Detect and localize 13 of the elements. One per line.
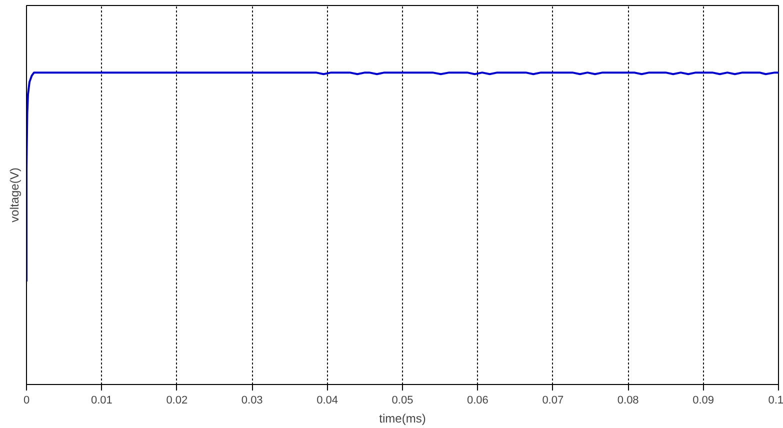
x-tick-label: 0.1 [768,394,783,406]
x-tick-label: 0.08 [617,394,639,406]
x-tick-label: 0.06 [466,394,488,406]
x-tick-label: 0.01 [90,394,112,406]
x-tick-label: 0.04 [316,394,338,406]
x-tick-label: 0 [23,394,30,406]
x-tick-label: 0.05 [392,394,414,406]
x-tick-label: 0.09 [692,394,714,406]
x-tick-label: 0.02 [166,394,188,406]
y-axis-title: voltage(V) [8,168,22,222]
x-tick-label: 0.07 [542,394,564,406]
x-axis-title: time(ms) [379,412,426,426]
x-tick-label: 0.03 [241,394,263,406]
